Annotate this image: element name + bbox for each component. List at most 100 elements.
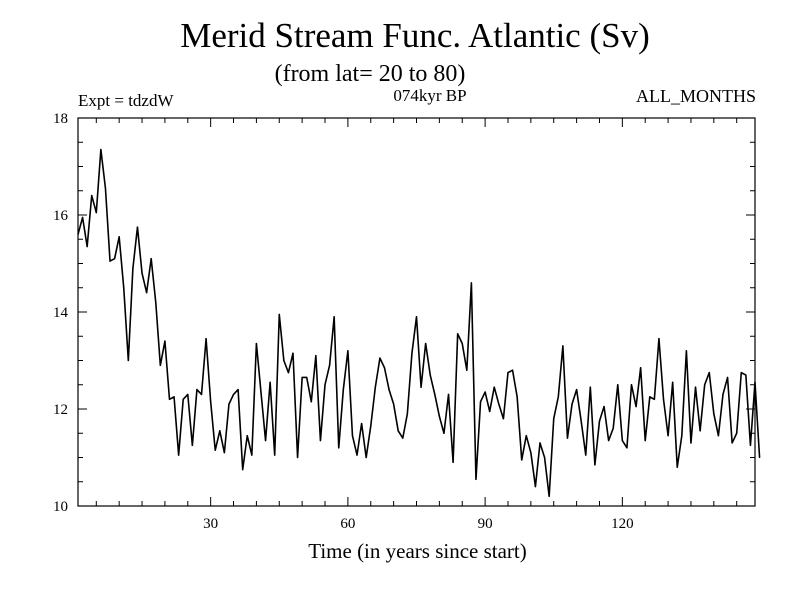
data-point xyxy=(379,357,381,359)
data-point xyxy=(717,435,720,437)
data-point xyxy=(200,393,203,396)
data-point xyxy=(676,466,678,468)
data-point xyxy=(630,384,633,386)
data-point xyxy=(365,456,367,459)
data-point xyxy=(178,454,180,456)
data-point xyxy=(310,401,312,403)
data-point xyxy=(662,398,665,400)
data-point xyxy=(543,456,546,459)
data-point xyxy=(274,454,276,456)
data-point xyxy=(507,372,509,374)
data-point xyxy=(626,447,628,449)
data-point xyxy=(86,245,88,248)
data-point xyxy=(351,435,354,437)
data-point xyxy=(566,437,569,439)
data-point xyxy=(562,345,564,347)
data-point xyxy=(461,342,463,345)
data-point xyxy=(708,372,710,374)
data-point xyxy=(374,386,376,388)
data-point xyxy=(164,340,166,342)
data-point xyxy=(146,292,148,294)
data-point xyxy=(612,427,614,429)
data-point xyxy=(159,364,161,366)
data-point xyxy=(109,260,111,262)
data-point xyxy=(246,435,248,437)
data-point xyxy=(726,376,729,379)
data-point xyxy=(214,449,216,451)
data-point xyxy=(155,301,157,303)
data-point xyxy=(731,442,733,444)
data-point xyxy=(127,359,129,362)
data-point xyxy=(91,195,93,197)
data-point xyxy=(210,401,212,403)
data-point xyxy=(136,226,139,228)
data-point xyxy=(653,398,655,400)
data-point xyxy=(81,216,84,219)
data-point xyxy=(342,389,344,391)
data-point xyxy=(690,442,692,444)
data-point xyxy=(758,456,761,459)
data-point xyxy=(196,389,198,391)
data-point xyxy=(264,439,267,442)
data-point xyxy=(123,287,125,289)
data-point xyxy=(370,425,372,427)
data-point xyxy=(397,430,399,432)
plot-frame xyxy=(77,117,756,507)
data-point xyxy=(393,403,395,405)
data-point xyxy=(292,352,294,354)
data-point xyxy=(525,435,527,437)
data-point xyxy=(704,384,706,386)
data-point xyxy=(640,367,642,369)
y-tick-label: 14 xyxy=(53,305,69,321)
data-point xyxy=(713,413,715,415)
x-tick-label: 60 xyxy=(340,516,355,532)
data-point xyxy=(539,442,541,444)
data-point xyxy=(347,350,349,352)
data-point xyxy=(228,403,230,405)
data-point xyxy=(301,376,303,379)
data-point xyxy=(425,342,427,345)
data-point xyxy=(113,258,116,260)
data-point xyxy=(219,430,221,432)
data-point xyxy=(736,432,738,434)
data-point xyxy=(644,439,646,442)
data-point xyxy=(557,396,559,398)
data-point xyxy=(173,396,175,398)
data-point xyxy=(411,352,413,354)
data-point xyxy=(598,420,601,422)
data-point xyxy=(589,386,591,388)
data-point xyxy=(511,369,514,371)
data-point xyxy=(585,454,587,456)
data-point xyxy=(278,313,280,316)
data-point xyxy=(722,393,724,396)
data-point xyxy=(635,405,637,408)
data-point xyxy=(438,415,440,417)
data-point xyxy=(100,148,102,151)
x-tick-label: 90 xyxy=(478,516,493,532)
data-point xyxy=(296,456,299,459)
data-point xyxy=(104,187,107,189)
data-point xyxy=(406,413,408,415)
data-point xyxy=(232,393,235,396)
data-point xyxy=(429,374,431,376)
data-point xyxy=(356,454,358,456)
data-point xyxy=(530,452,532,454)
experiment-annotation: Expt = tdzdW xyxy=(78,91,174,110)
data-point xyxy=(319,439,322,442)
data-point xyxy=(383,367,386,369)
data-point xyxy=(287,372,290,374)
data-point xyxy=(667,435,669,437)
data-point xyxy=(237,389,239,391)
data-point xyxy=(269,381,271,383)
data-point xyxy=(118,236,120,238)
data-point xyxy=(141,272,143,274)
data-point xyxy=(466,369,468,371)
data-point xyxy=(594,464,596,466)
data-point xyxy=(745,374,747,376)
data-point xyxy=(658,338,660,340)
data-point xyxy=(672,381,674,383)
data-point xyxy=(402,437,404,439)
data-point xyxy=(548,495,550,497)
data-point xyxy=(580,420,582,422)
